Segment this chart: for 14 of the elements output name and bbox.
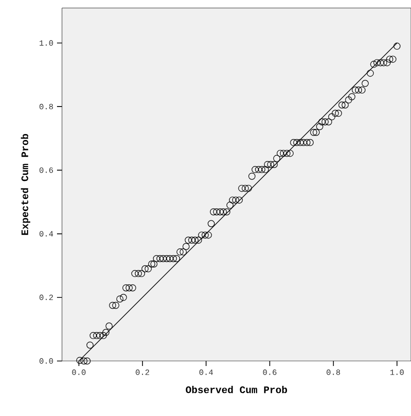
y-tick-label: 0.2 bbox=[39, 294, 53, 300]
y-tick-label: 1.0 bbox=[40, 40, 53, 46]
y-tick-label: 0.8 bbox=[39, 104, 53, 110]
y-tick-label: 0.6 bbox=[39, 167, 53, 173]
y-axis-title: Expected Cum Prob bbox=[20, 134, 30, 235]
y-tick-label: 0.0 bbox=[39, 358, 53, 364]
x-tick-label: 0.2 bbox=[136, 370, 150, 375]
x-tick-label: 0.6 bbox=[262, 370, 276, 375]
x-tick-label: 0.0 bbox=[72, 370, 86, 375]
x-tick-label: 0.8 bbox=[326, 370, 340, 375]
y-tick-label: 0.4 bbox=[39, 231, 53, 237]
x-axis-title: Observed Cum Prob bbox=[186, 386, 287, 394]
x-tick-label: 1.0 bbox=[390, 370, 404, 375]
x-tick-label: 0.4 bbox=[199, 370, 213, 375]
